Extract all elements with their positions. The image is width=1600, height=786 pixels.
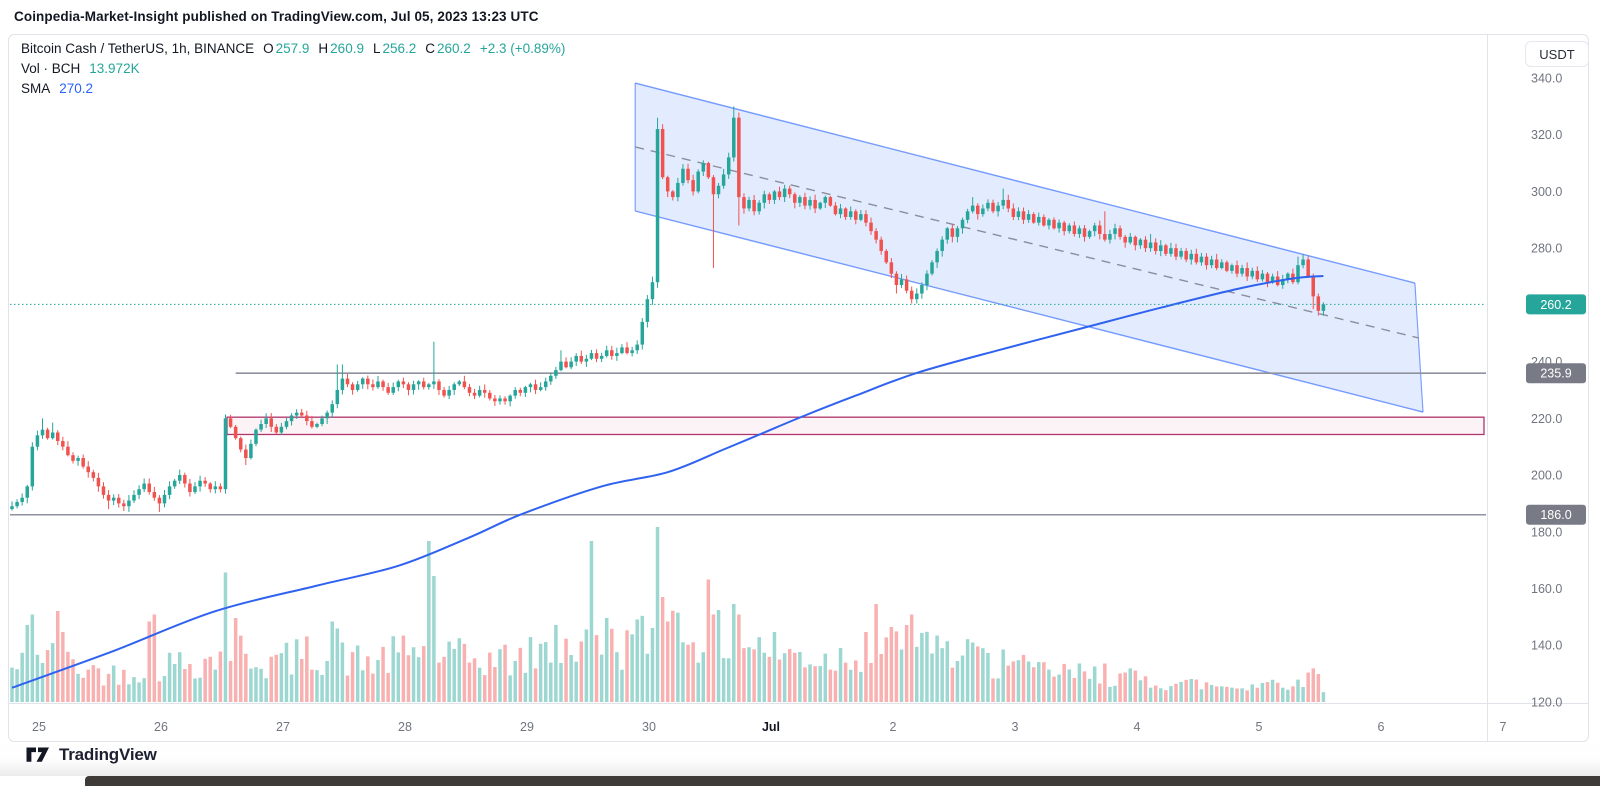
svg-text:220.0: 220.0 bbox=[1531, 412, 1562, 426]
legend-sma-row: SMA 270.2 bbox=[21, 81, 565, 101]
chart-card bbox=[8, 34, 1589, 742]
bottom-dark-bar bbox=[85, 776, 1600, 786]
ohlc-open: O 257.9 bbox=[263, 41, 310, 56]
svg-text:27: 27 bbox=[276, 720, 290, 734]
volume-series bbox=[10, 527, 1326, 702]
sma-label: SMA bbox=[21, 81, 51, 96]
price-scale[interactable]: 340.0320.0300.0280.0240.0220.0200.0180.0… bbox=[1531, 72, 1562, 710]
sma-value: 270.2 bbox=[59, 81, 94, 96]
price-change: +2.3 (+0.89%) bbox=[479, 41, 566, 56]
svg-text:280.0: 280.0 bbox=[1531, 242, 1562, 256]
footer-area bbox=[0, 742, 1600, 776]
price-badges: 260.2 235.9 186.0 bbox=[1526, 294, 1586, 525]
svg-text:6: 6 bbox=[1378, 720, 1385, 734]
tradingview-logo-icon bbox=[26, 744, 50, 765]
candlestick-series bbox=[10, 106, 1326, 512]
svg-text:186.0: 186.0 bbox=[1540, 508, 1571, 522]
supply-zone-rectangle bbox=[226, 416, 1485, 436]
volume-label: Vol · BCH bbox=[21, 61, 81, 76]
channel-bottom-line bbox=[635, 210, 1424, 413]
svg-text:300.0: 300.0 bbox=[1531, 185, 1562, 199]
svg-text:26: 26 bbox=[154, 720, 168, 734]
sma-line bbox=[11, 275, 1324, 689]
chart-legend: Bitcoin Cash / TetherUS, 1h, BINANCE O 25… bbox=[21, 41, 565, 101]
last-price-badge bbox=[1526, 294, 1586, 315]
channel-right-edge bbox=[1414, 283, 1424, 413]
svg-text:120.0: 120.0 bbox=[1531, 695, 1562, 709]
svg-text:320.0: 320.0 bbox=[1531, 128, 1562, 142]
svg-text:140.0: 140.0 bbox=[1531, 639, 1562, 653]
svg-text:Jul: Jul bbox=[762, 720, 780, 734]
channel-top-line bbox=[635, 82, 1416, 284]
ohlc-close: C 260.2 bbox=[425, 41, 471, 56]
svg-text:5: 5 bbox=[1256, 720, 1263, 734]
svg-text:7: 7 bbox=[1500, 720, 1507, 734]
svg-text:235.9: 235.9 bbox=[1540, 367, 1571, 381]
legend-volume-row: Vol · BCH 13.972K bbox=[21, 61, 565, 81]
legend-symbol-row: Bitcoin Cash / TetherUS, 1h, BINANCE O 25… bbox=[21, 41, 565, 61]
ohlc-low: L 256.2 bbox=[372, 41, 417, 56]
svg-text:200.0: 200.0 bbox=[1531, 469, 1562, 483]
svg-text:260.2: 260.2 bbox=[1540, 298, 1571, 312]
svg-text:25: 25 bbox=[32, 720, 46, 734]
svg-text:3: 3 bbox=[1012, 720, 1019, 734]
time-axis[interactable]: 25 26 27 28 29 30 Jul 2 3 4 5 6 7 bbox=[32, 720, 1506, 734]
svg-text:160.0: 160.0 bbox=[1531, 582, 1562, 596]
currency-toggle-button[interactable]: USDT bbox=[1525, 41, 1589, 67]
attribution-text: Coinpedia-Market-Insight published on Tr… bbox=[14, 9, 539, 24]
svg-text:2: 2 bbox=[890, 720, 897, 734]
volume-value: 13.972K bbox=[89, 61, 140, 76]
level-price-badge bbox=[1526, 363, 1586, 384]
tradingview-attribution[interactable]: TradingView bbox=[26, 744, 157, 765]
svg-text:29: 29 bbox=[520, 720, 534, 734]
tradingview-wordmark: TradingView bbox=[59, 744, 157, 764]
symbol-title[interactable]: Bitcoin Cash / TetherUS, 1h, BINANCE bbox=[21, 41, 255, 56]
svg-text:4: 4 bbox=[1134, 720, 1141, 734]
svg-text:30: 30 bbox=[642, 720, 656, 734]
descending-channel bbox=[634, 82, 1424, 413]
channel-midline-dashed bbox=[635, 146, 1420, 339]
svg-text:340.0: 340.0 bbox=[1531, 72, 1562, 86]
level-price-badge bbox=[1526, 504, 1586, 525]
ohlc-high: H 260.9 bbox=[318, 41, 364, 56]
svg-text:180.0: 180.0 bbox=[1531, 525, 1562, 539]
svg-text:28: 28 bbox=[398, 720, 412, 734]
